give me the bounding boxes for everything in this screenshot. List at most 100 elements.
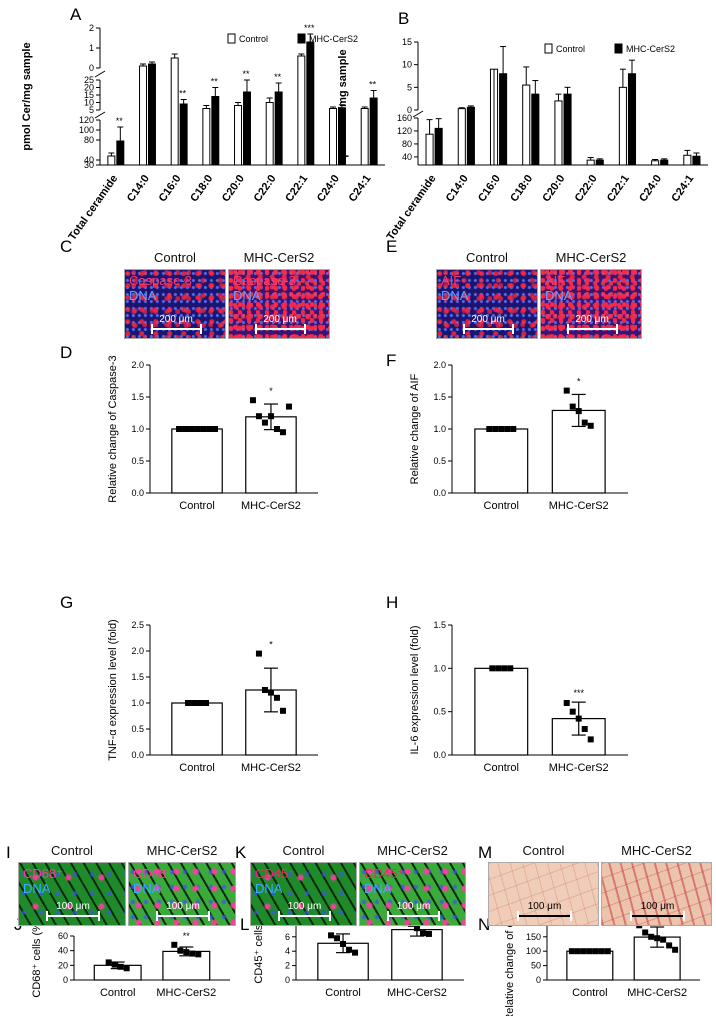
micrograph-i-control: CD68⁺ DNA 100 μm	[18, 862, 126, 926]
scale-text-e: 200 μm	[471, 314, 505, 325]
y-tick-label-N: 100	[526, 946, 541, 956]
y-tick-label-J: 0	[63, 975, 68, 985]
y-tick-label-A: 0	[89, 63, 94, 73]
data-point-G-0-2	[197, 700, 204, 706]
y-tick-label-B: 10	[402, 60, 412, 70]
image-title-e-1: MHC-CerS2	[555, 250, 627, 265]
data-point-N-1-3	[654, 935, 661, 942]
data-point-L-1-2	[413, 925, 420, 932]
scale-bar-k	[386, 911, 441, 921]
legend-label-A-0: Control	[239, 34, 268, 44]
x-tick-label-D-1: MHC-CerS2	[241, 500, 301, 512]
scale-bar-m	[629, 911, 686, 921]
data-point-D-0-4	[200, 426, 207, 432]
data-point-F-1-0	[563, 387, 570, 394]
micrograph-c-cers2: Caspase-3 DNA 200 μm	[228, 269, 330, 339]
x-tick-label-A-5: C22:0	[252, 173, 279, 204]
data-point-N-0-6	[604, 948, 611, 955]
y-tick-label-J: 40	[58, 946, 68, 956]
scale-bar-k	[277, 911, 332, 921]
y-tick-label-D: 0.0	[131, 488, 144, 498]
y-tick-label-G: 1.5	[131, 672, 144, 682]
data-point-F-0-4	[510, 426, 517, 432]
data-point-D-1-2	[261, 419, 268, 426]
x-tick-label-F-1: MHC-CerS2	[549, 500, 609, 512]
panel-letter-m: M	[478, 843, 492, 862]
image-title-i-0: Control	[51, 843, 93, 858]
panel-letter-c: C	[60, 237, 72, 256]
significance-A-6: ***	[304, 23, 315, 33]
data-point-N-0-5	[598, 948, 605, 955]
y-tick-label-A: 1	[89, 43, 94, 53]
x-tick-label-D-0: Control	[179, 500, 214, 512]
significance-D-1: *	[269, 386, 273, 396]
y-tick-label-A: 30	[84, 160, 94, 170]
y-tick-label-D: 0.5	[131, 456, 144, 466]
data-point-F-0-3	[504, 426, 511, 432]
legend-swatch-A-0	[227, 33, 236, 44]
bar-A-2-0	[170, 57, 179, 166]
significance-F-1: *	[577, 377, 581, 387]
significance-A-5: **	[274, 72, 282, 82]
x-tick-label-A-3: C18:0	[188, 173, 215, 204]
y-tick-label-F: 0.5	[433, 456, 446, 466]
legend-label-A-1: MHC-CerS2	[309, 34, 358, 44]
bar-B-7-1	[660, 159, 669, 166]
y-tick-label-D: 2.0	[131, 360, 144, 370]
bar-A-3-0	[202, 108, 211, 166]
y-axis-label-F: Relative change of AIF	[409, 373, 421, 484]
panel-letter-f: F	[386, 351, 396, 370]
bar-A-8-1	[369, 97, 378, 166]
scale-text-m: 100 μm	[527, 901, 562, 912]
data-point-L-0-1	[334, 935, 341, 942]
bar-A-1-0	[139, 65, 148, 166]
data-point-D-1-4	[273, 426, 280, 432]
y-tick-label-G: 1.0	[131, 698, 144, 708]
bar-A-4-1	[243, 91, 251, 166]
y-tick-label-L: 6	[285, 932, 290, 942]
data-point-F-1-1	[569, 403, 576, 410]
scale-bar-e	[462, 324, 514, 334]
data-point-H-1-1	[569, 708, 576, 715]
significance-A-4: **	[242, 69, 250, 79]
data-point-J-0-2	[117, 963, 124, 970]
data-point-L-0-2	[340, 941, 347, 947]
bar-A-0-0	[107, 155, 116, 166]
stain-label-e: AIF	[545, 273, 566, 288]
stain-label-k: CD45⁺	[255, 866, 296, 881]
image-title-m-0: Control	[522, 843, 565, 858]
dna-label-i: DNA	[23, 881, 51, 896]
panel-letter-e: E	[386, 237, 397, 256]
y-tick-label-F: 1.5	[433, 392, 446, 402]
bar-A-6-1	[306, 41, 315, 166]
image-title-m-1: MHC-CerS2	[621, 843, 692, 858]
bar-B-7-0	[651, 160, 660, 166]
data-point-D-0-1	[182, 426, 189, 432]
bar-B-1-0	[457, 108, 466, 166]
y-axis-label-A: pmol Cer/mg sample	[21, 42, 33, 150]
x-tick-label-B-8: C24:1	[669, 173, 696, 204]
bar-N-0	[566, 950, 614, 981]
dna-label-i: DNA	[133, 881, 161, 896]
x-tick-label-H-0: Control	[484, 762, 519, 774]
stain-label-c: Caspase-3	[129, 273, 192, 288]
x-tick-label-F-0: Control	[484, 500, 519, 512]
panel-letter-h: H	[386, 593, 398, 612]
data-point-G-1-3	[273, 694, 280, 701]
x-tick-label-B-4: C20:0	[540, 173, 567, 204]
y-tick-label-F: 1.0	[433, 424, 446, 434]
x-tick-label-N-0: Control	[572, 987, 607, 999]
y-tick-label-H: 1.0	[433, 663, 446, 673]
data-point-N-1-1	[642, 929, 649, 936]
axis-break-mark-A	[94, 111, 106, 119]
x-tick-label-A-0: Total ceramide	[66, 173, 120, 243]
scale-text-i: 100 μm	[166, 901, 200, 912]
bar-B-4-1	[563, 93, 572, 166]
y-tick-label-G: 2.0	[131, 646, 144, 656]
image-title-e-0: Control	[466, 250, 508, 265]
y-tick-label-B: 0	[407, 105, 412, 115]
x-tick-label-A-8: C24:1	[347, 173, 374, 204]
data-point-J-1-2	[183, 949, 190, 956]
data-point-F-0-1	[492, 426, 499, 432]
stain-label-e: AIF	[441, 273, 462, 288]
